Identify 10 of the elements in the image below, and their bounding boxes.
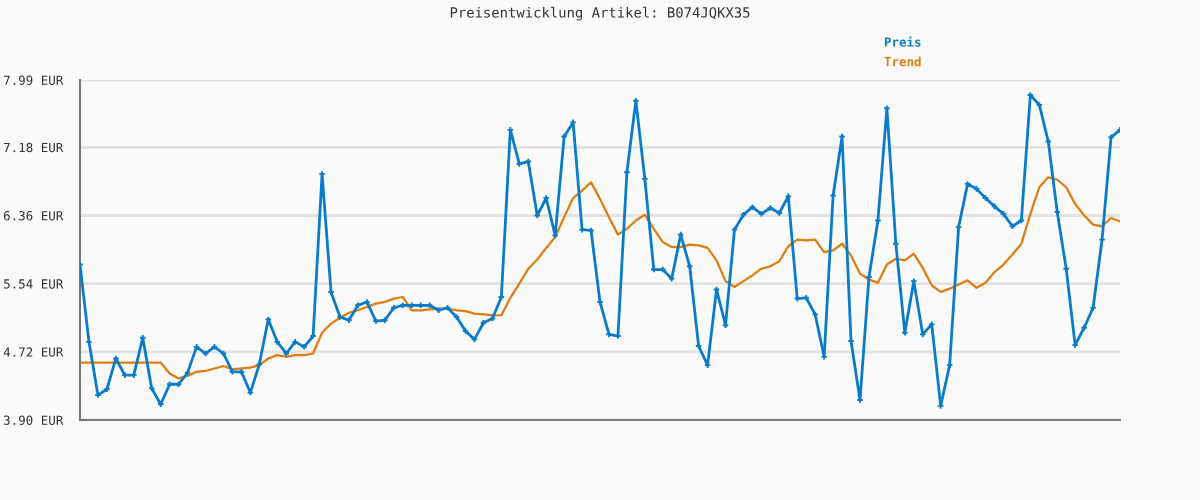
text: Preis [884, 36, 921, 47]
y-tick-label: 7.18 EUR [3, 142, 64, 153]
chart-title: Preisentwicklung Artikel: B074JQKX35 [450, 6, 750, 21]
y-tick-label: 6.36 EUR [3, 211, 64, 221]
text: Trend [884, 56, 921, 67]
line-series [80, 176, 1120, 380]
y-tick-label: 3.90 EUR [3, 415, 64, 425]
y-tick-label: 5.54 EUR [4, 279, 64, 289]
y-tick-label: 4.72 EUR [3, 347, 64, 357]
y-tick-label: 7.99 EUR [3, 75, 64, 85]
